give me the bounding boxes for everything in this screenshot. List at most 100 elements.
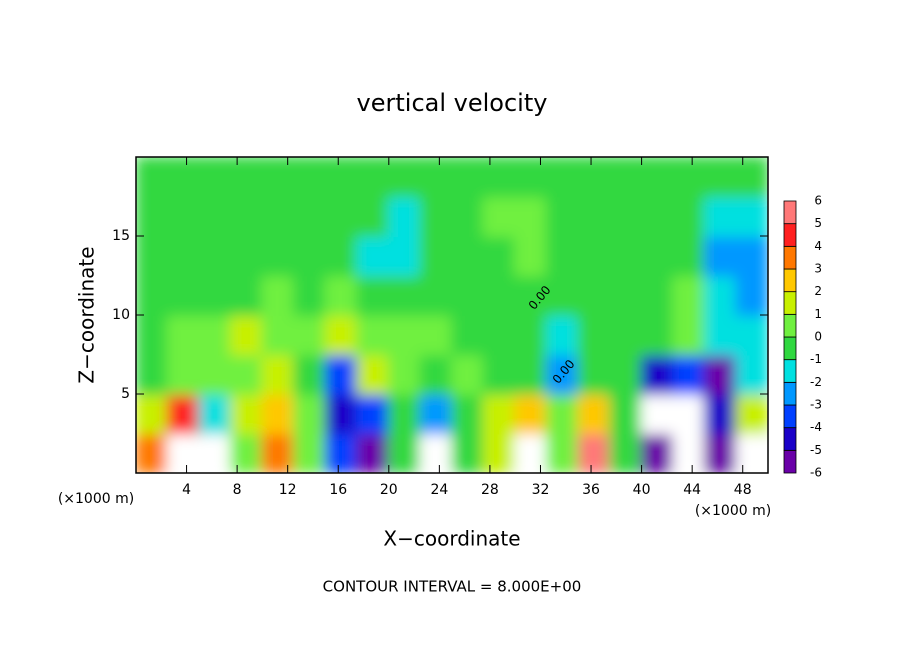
cell xyxy=(482,235,517,277)
cell xyxy=(198,393,232,435)
colorbar-box xyxy=(783,404,797,429)
colorbar-label: 5 xyxy=(814,216,822,230)
cell xyxy=(672,393,706,435)
cell xyxy=(640,235,675,277)
cell xyxy=(136,432,169,473)
cell xyxy=(324,432,359,473)
cell xyxy=(640,432,675,473)
cell xyxy=(735,314,768,356)
cell xyxy=(672,432,706,473)
cell xyxy=(356,274,390,316)
cell xyxy=(451,314,485,356)
cell xyxy=(136,314,169,356)
cell xyxy=(229,353,264,395)
cell xyxy=(387,195,422,237)
cell xyxy=(703,274,738,316)
cell xyxy=(356,314,390,356)
cell xyxy=(419,393,453,435)
cell xyxy=(735,432,768,473)
colorbar-box xyxy=(783,223,797,247)
colorbar-label: -6 xyxy=(810,466,822,480)
colorbar-label: 6 xyxy=(814,194,822,208)
cell xyxy=(166,195,201,237)
cell xyxy=(545,432,580,473)
cell xyxy=(577,353,611,395)
y-tick-label: 5 xyxy=(121,386,130,402)
cell xyxy=(229,314,264,356)
cell xyxy=(672,195,706,237)
cell xyxy=(640,157,675,198)
cell xyxy=(356,393,390,435)
colorbar-box xyxy=(783,336,797,361)
x-tick-label: 40 xyxy=(633,482,651,498)
cell xyxy=(672,274,706,316)
colorbar-box xyxy=(783,268,797,293)
cell xyxy=(735,393,768,435)
cell xyxy=(198,157,232,198)
colorbar-label: 0 xyxy=(814,330,822,344)
cell xyxy=(451,432,485,473)
field xyxy=(136,157,768,473)
cell xyxy=(482,393,517,435)
chart-title: vertical velocity xyxy=(357,89,548,117)
cell xyxy=(324,235,359,277)
cell xyxy=(136,353,169,395)
cell xyxy=(387,314,422,356)
cell xyxy=(703,157,738,198)
cell xyxy=(703,195,738,237)
cell xyxy=(293,393,327,435)
cell xyxy=(419,195,453,237)
cell xyxy=(609,432,643,473)
cell xyxy=(261,195,295,237)
y-tick-label: 10 xyxy=(112,307,130,323)
cell xyxy=(136,393,169,435)
x-tick-label: 28 xyxy=(481,482,499,498)
cell xyxy=(293,195,327,237)
cell xyxy=(451,195,485,237)
cell xyxy=(514,314,548,356)
cell xyxy=(166,432,201,473)
cell xyxy=(198,353,232,395)
cell xyxy=(324,195,359,237)
colorbar-box xyxy=(783,381,797,406)
cell xyxy=(545,235,580,277)
colorbar-label: 1 xyxy=(814,307,822,321)
footer: CONTOUR INTERVAL = 8.000E+00 xyxy=(323,578,582,596)
x-tick-label: 32 xyxy=(532,482,550,498)
cell xyxy=(514,432,548,473)
cell xyxy=(356,353,390,395)
cell xyxy=(451,235,485,277)
cell xyxy=(514,274,548,316)
colorbar-box xyxy=(783,427,797,451)
x-tick-label: 4 xyxy=(182,482,191,498)
cell xyxy=(261,314,295,356)
y-axis-label: Z−coordinate xyxy=(75,246,99,383)
x-tick-label: 12 xyxy=(279,482,297,498)
colorbar-box xyxy=(783,245,797,270)
cell xyxy=(545,314,580,356)
cell xyxy=(419,314,453,356)
x-tick-label: 24 xyxy=(430,482,448,498)
cell xyxy=(703,235,738,277)
cell xyxy=(609,235,643,277)
colorbar-label: -2 xyxy=(810,375,822,389)
cell xyxy=(514,393,548,435)
cell xyxy=(672,235,706,277)
cell xyxy=(482,157,517,198)
colorbar-box xyxy=(783,291,797,315)
cell xyxy=(387,393,422,435)
cell xyxy=(482,274,517,316)
cell xyxy=(198,274,232,316)
cell xyxy=(166,353,201,395)
cell xyxy=(609,314,643,356)
cell xyxy=(261,432,295,473)
cell xyxy=(293,235,327,277)
cell xyxy=(387,235,422,277)
cell xyxy=(735,274,768,316)
cell xyxy=(261,157,295,198)
cell xyxy=(229,235,264,277)
cell xyxy=(166,157,201,198)
cell xyxy=(198,314,232,356)
cell xyxy=(419,157,453,198)
